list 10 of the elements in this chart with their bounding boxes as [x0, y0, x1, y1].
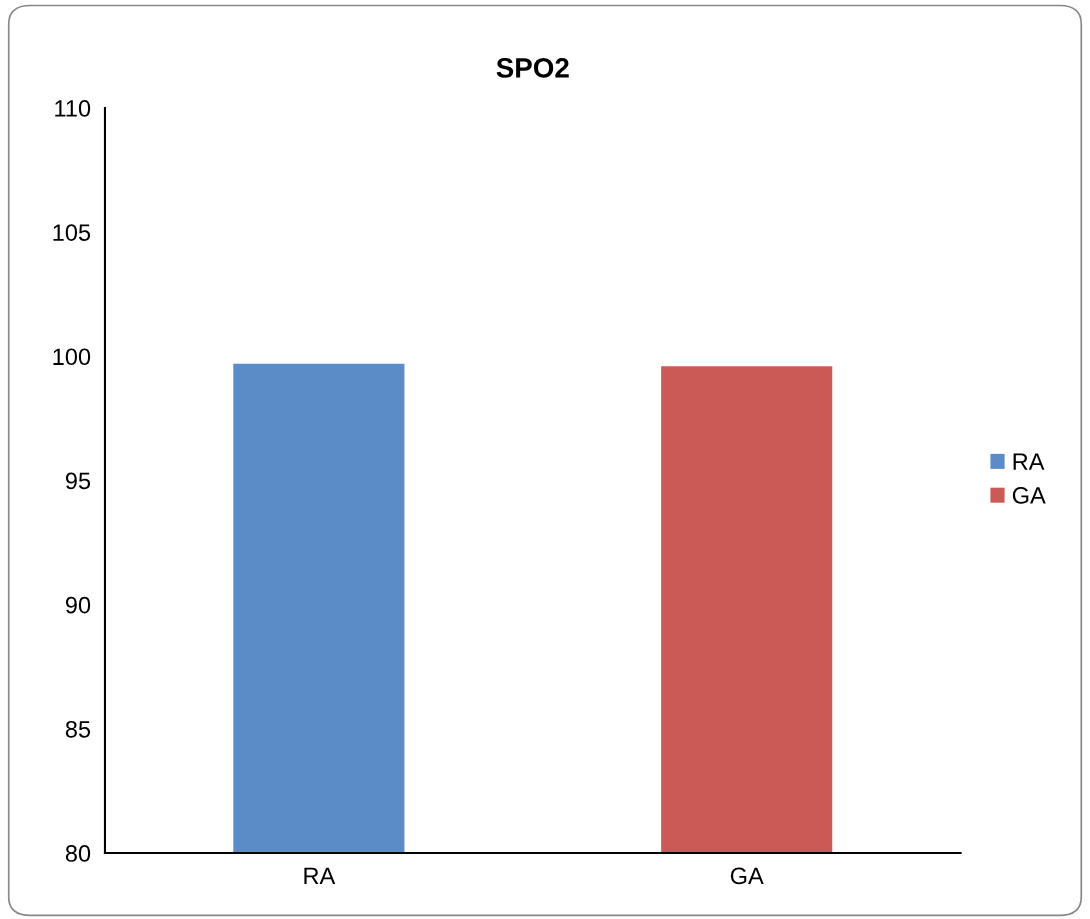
- y-tick-label: 105: [53, 224, 91, 241]
- y-tick-label: 95: [65, 472, 91, 490]
- y-tick-label: 80: [65, 845, 91, 862]
- y-tick-label: 110: [55, 100, 91, 117]
- y-tick-label: 90: [65, 596, 91, 614]
- legend-label: RA: [1013, 453, 1045, 470]
- chart-title: SPO2: [496, 58, 569, 78]
- legend-label: GA: [1012, 487, 1046, 504]
- y-tick-label: 100: [53, 348, 91, 366]
- y-tick-label: 85: [65, 720, 91, 738]
